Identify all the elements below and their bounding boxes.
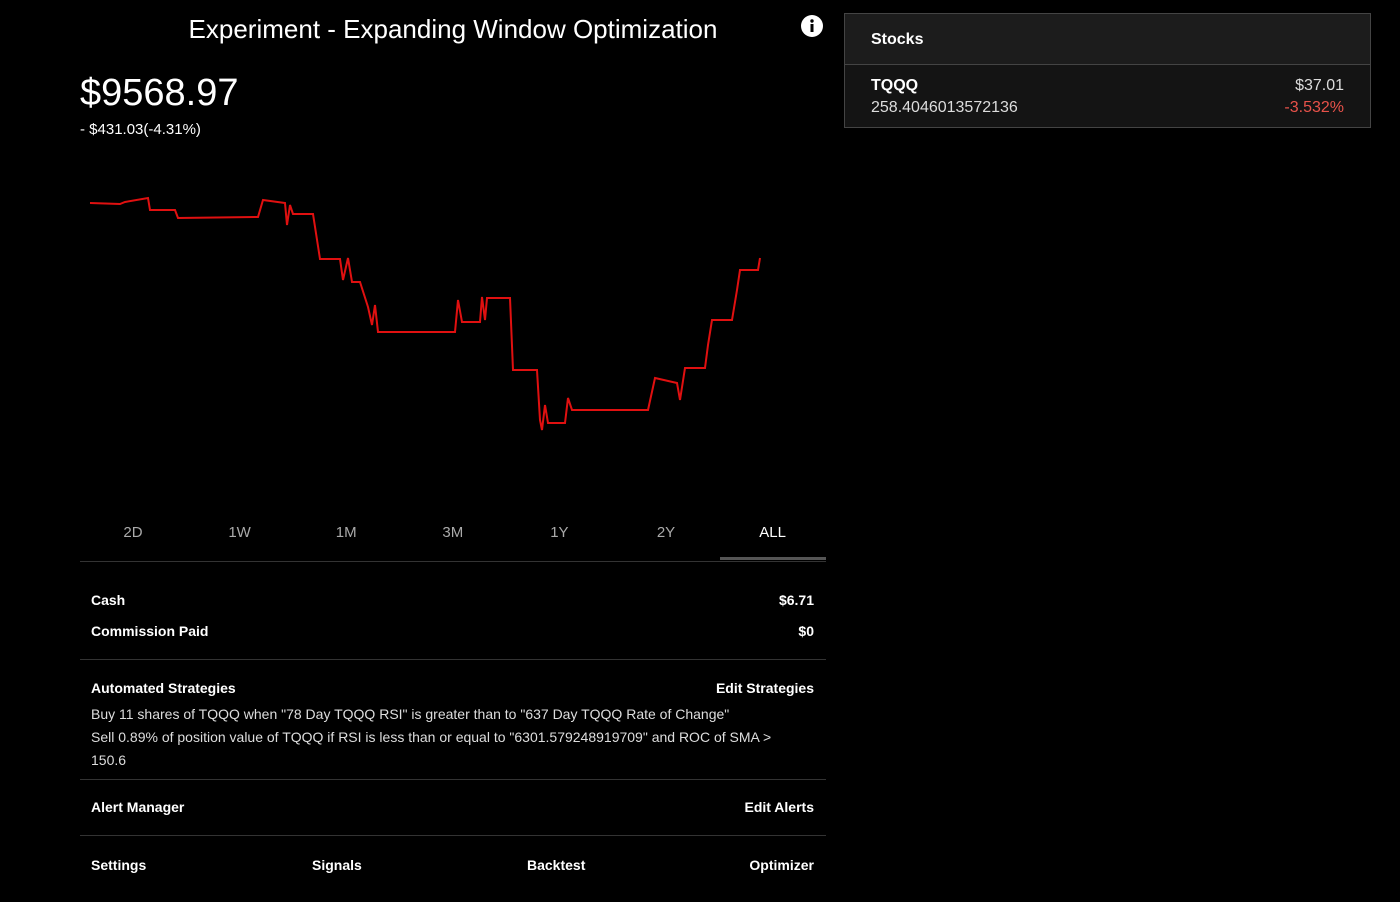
range-tab[interactable]: 3M [442, 524, 464, 541]
divider [80, 659, 826, 660]
backtest-link[interactable]: Backtest [527, 857, 586, 873]
commission-value: $0 [798, 623, 814, 639]
divider [80, 561, 826, 562]
portfolio-line [89, 196, 761, 431]
settings-link[interactable]: Settings [91, 857, 147, 873]
strategies-title: Automated Strategies [91, 680, 236, 696]
alerts-title: Alert Manager [91, 799, 185, 815]
edit-alerts[interactable]: Edit Alerts [744, 799, 815, 815]
strategy: Sell 0.89% of position value of TQQQ if … [91, 729, 772, 768]
strategy: Buy 11 shares of TQQQ when "78 Day TQQQ … [91, 706, 730, 722]
cash-value: $6.71 [778, 592, 814, 608]
portfolio-value: $9568.97 [80, 72, 239, 114]
range-tab[interactable]: ALL [759, 524, 786, 541]
commission-label: Commission Paid [91, 623, 209, 639]
range-tab[interactable]: 2D [123, 524, 143, 541]
stock-shares: 258.4046013572136 [871, 99, 1018, 116]
stock-symbol: TQQQ [871, 77, 919, 94]
portfolio-change: - $431.03(-4.31%) [80, 121, 201, 138]
range-tab[interactable]: 1W [228, 524, 251, 541]
title: Experiment - Expanding Window Optimizati… [188, 14, 718, 44]
edit-strategies[interactable]: Edit Strategies [715, 680, 814, 696]
stock-row[interactable]: TQQQ 258.4046013572136 $37.01 -3.532% [845, 65, 1370, 127]
signals-link[interactable]: Signals [312, 857, 362, 873]
stocks-header [845, 14, 1370, 65]
info-icon[interactable] [800, 14, 824, 38]
divider [80, 835, 826, 836]
active-underline [719, 557, 826, 560]
cash-label: Cash [91, 592, 126, 608]
stock-change: -3.532% [1284, 99, 1344, 116]
range-tab[interactable]: 2Y [656, 524, 676, 541]
optimizer-link[interactable]: Optimizer [749, 857, 814, 873]
sparkline [89, 196, 761, 431]
strategy-list: Buy 11 shares of TQQQ when "78 Day TQQQ … [91, 703, 791, 772]
range-tab[interactable]: 1M [335, 524, 357, 541]
range-tab[interactable]: 1Y [550, 524, 569, 541]
stocks-title: Stocks [871, 31, 924, 48]
divider [80, 779, 826, 780]
stocks-panel: Stocks TQQQ 258.4046013572136 $37.01 -3.… [844, 13, 1371, 128]
stock-price: $37.01 [1295, 77, 1344, 94]
